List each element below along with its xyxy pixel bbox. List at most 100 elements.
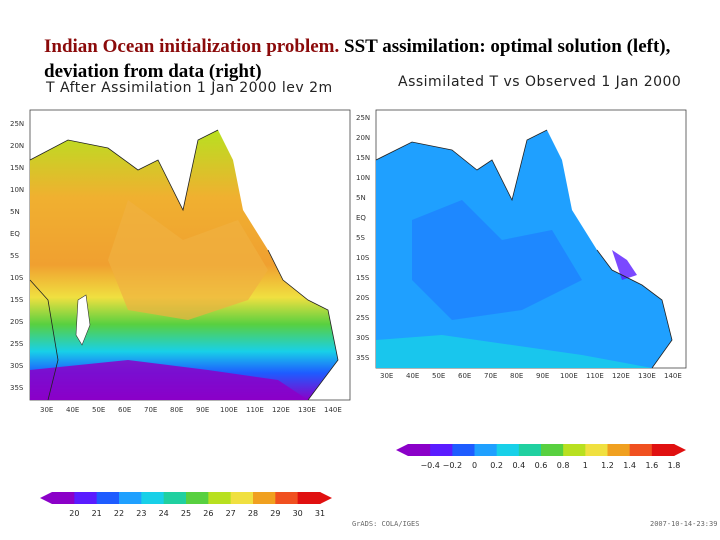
left-coastline-australia [267,249,339,401]
left-colorbar-swatch [208,492,232,504]
right-lon-axis: 30E 40E 50E 60E 70E 80E 90E 100E 110E 120E 130E… [380,372,682,380]
left-colorbar-tick-label: 25 [181,509,191,518]
svg-text:35S: 35S [10,384,24,392]
svg-text:100E: 100E [220,406,238,414]
right-deviation-map: 25N 20N 15N 10N 5N EQ 5S 10S 15S 20S 25S 30S 35S… [356,109,687,380]
right-colorbar-swatch [518,444,542,456]
grads-credit: GrADS: COLA/IGES [352,520,420,528]
left-coastline-africa [29,279,59,401]
right-anomaly-patch [612,250,637,280]
svg-text:140E: 140E [324,406,342,414]
right-colorbar-tick-label: 1.8 [668,461,681,470]
left-colorbar-tick-label: 28 [248,509,258,518]
left-colorbar-tick-label: 21 [92,509,102,518]
svg-text:110E: 110E [586,372,604,380]
left-colorbar-tick-label: 30 [293,509,303,518]
right-colorbar-swatch [408,444,431,456]
right-colorbar-tick-label: 0 [472,461,477,470]
svg-text:100E: 100E [560,372,578,380]
right-colorbar-tick-label: −0.2 [443,461,462,470]
right-colorbar-swatch [496,444,520,456]
right-colorbar-tick-label: 0.8 [557,461,570,470]
right-blue-patch [412,200,582,320]
svg-text:10S: 10S [356,254,370,262]
left-warm-pool [108,200,268,320]
svg-text:15N: 15N [10,164,24,172]
left-map-caption: T After Assimilation 1 Jan 2000 lev 2m [46,80,333,96]
svg-text:10N: 10N [356,174,370,182]
left-colorbar-tick-label: 29 [270,509,280,518]
left-colorbar-tick-label: 20 [69,509,79,518]
right-colorbar-tick-label: −0.4 [420,461,439,470]
left-colorbar-swatch [186,492,209,504]
svg-text:EQ: EQ [356,214,366,222]
svg-text:10S: 10S [10,274,24,282]
svg-text:5S: 5S [356,234,365,242]
svg-text:25N: 25N [356,114,370,122]
right-colorbar-arrow-high [674,444,686,456]
left-colorbar-swatch [275,492,299,504]
left-colorbar-swatch [119,492,142,504]
svg-text:20N: 20N [10,142,24,150]
title-rest: SST assimilation: optimal solution (left… [44,36,671,83]
left-colorbar-tick-label: 27 [226,509,236,518]
left-sst-map: 25N 20N 15N 10N 5N EQ 5S 10S 15S 20S 25S 30S 35S… [10,109,351,414]
left-lon-axis: 30E 40E 50E 60E 70E 80E 90E 100E 110E 120E 130E… [40,406,342,414]
left-colorbar-swatch [230,492,254,504]
right-colorbar-tick-label: 0.4 [512,461,525,470]
svg-text:40E: 40E [406,372,419,380]
svg-text:80E: 80E [170,406,183,414]
left-colorbar-arrow-low [40,492,52,504]
right-coastline-australia [596,249,673,369]
left-lat-axis: 25N 20N 15N 10N 5N EQ 5S 10S 15S 20S 25S 30S 35S [10,120,24,392]
svg-text:25N: 25N [10,120,24,128]
left-colorbar-swatch [141,492,165,504]
right-colorbar-tick-label: 0.6 [535,461,548,470]
svg-text:70E: 70E [484,372,497,380]
svg-text:25S: 25S [356,314,370,322]
right-colorbar-swatch [607,444,631,456]
left-colorbar-swatch [52,492,75,504]
left-colorbar-tick-label: 23 [136,509,146,518]
svg-text:15N: 15N [356,154,370,162]
svg-text:50E: 50E [432,372,445,380]
right-colorbar-swatch [585,444,608,456]
slide-title: Indian Ocean initialization problem. SST… [44,34,684,85]
svg-text:60E: 60E [458,372,471,380]
right-colorbar-tick-label: 1.4 [623,461,636,470]
right-colorbar-tick-label: 1.2 [601,461,614,470]
right-colorbar-swatch [452,444,475,456]
right-colorbar-swatch [563,444,586,456]
right-colorbar-swatch [541,444,564,456]
madagascar-outline [75,294,91,346]
right-south-band [376,335,652,368]
svg-text:20S: 20S [356,294,370,302]
left-colorbar-tick-label: 26 [203,509,213,518]
right-colorbar-swatch [629,444,653,456]
title-highlight: Indian Ocean initialization problem. [44,36,340,57]
right-coastline-north [375,129,548,202]
svg-text:120E: 120E [272,406,290,414]
svg-text:50E: 50E [92,406,105,414]
left-colorbar: 20 21 22 23 24 25 26 27 28 29 30 31 [40,492,332,518]
left-colorbar-swatch [253,492,276,504]
left-colorbar-swatch [74,492,98,504]
svg-text:5S: 5S [10,252,19,260]
right-colorbar: −0.4 −0.2 0 0.2 0.4 0.6 0.8 1 1.2 1.4 1.6 1.8 [396,444,686,470]
svg-text:140E: 140E [664,372,682,380]
left-colorbar-swatch [96,492,120,504]
left-coastline-north [29,129,219,212]
left-colorbar-arrow-high [320,492,332,504]
svg-text:40E: 40E [66,406,79,414]
left-colorbar-tick-label: 22 [114,509,124,518]
timestamp-credit: 2007-10-14-23:39 [650,520,718,528]
svg-text:EQ: EQ [10,230,20,238]
svg-text:80E: 80E [510,372,523,380]
svg-text:90E: 90E [196,406,209,414]
left-cold-band [30,360,308,400]
right-colorbar-tick-label: 1.6 [645,461,658,470]
svg-text:20S: 20S [10,318,24,326]
svg-text:130E: 130E [638,372,656,380]
svg-text:30E: 30E [40,406,53,414]
right-colorbar-swatch [474,444,498,456]
